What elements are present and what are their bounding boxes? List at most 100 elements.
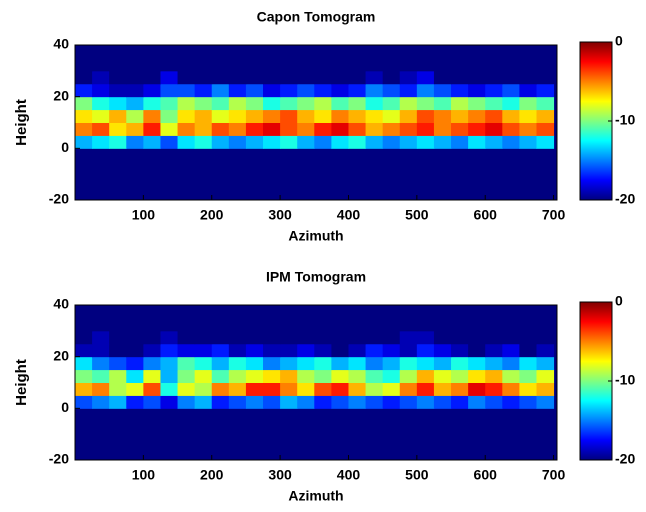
heat-cell <box>468 161 486 175</box>
heat-cell <box>280 109 298 123</box>
heat-cell <box>416 305 435 319</box>
heat-cell <box>194 45 213 59</box>
heat-cell <box>75 96 93 111</box>
heat-cell <box>228 421 247 435</box>
heat-cell <box>177 83 196 98</box>
heat-cell <box>126 343 144 358</box>
heat-cell <box>451 109 469 123</box>
heat-cell <box>331 187 349 201</box>
heat-cell <box>75 109 93 123</box>
heat-cell <box>416 122 435 136</box>
heat-cell <box>485 305 503 319</box>
heat-cell <box>416 434 435 448</box>
heat-cell <box>314 45 332 59</box>
heat-cell <box>365 148 384 162</box>
heat-cell <box>297 382 315 396</box>
heat-cell <box>211 45 230 59</box>
heat-cell <box>92 434 110 448</box>
heat-cell <box>297 356 315 371</box>
x-tick-label: 200 <box>200 467 224 483</box>
heat-cell <box>485 70 503 85</box>
heat-cell <box>399 356 418 371</box>
heat-cell <box>519 96 537 111</box>
heat-cell <box>433 356 452 371</box>
y-axis-label: Height <box>13 359 30 406</box>
heat-cell <box>382 70 401 85</box>
heat-cell <box>211 187 230 201</box>
heat-cell <box>92 96 110 111</box>
heat-cell <box>519 343 537 358</box>
heat-cell <box>211 395 230 409</box>
heat-cell <box>348 305 367 319</box>
heat-cell <box>382 161 401 175</box>
heat-cell <box>365 356 384 371</box>
heat-cell <box>177 174 196 188</box>
heat-cell <box>228 395 247 409</box>
heat-cell <box>92 187 110 201</box>
heat-cell <box>143 148 161 162</box>
heat-cell <box>502 135 520 149</box>
plot-frame <box>74 304 558 461</box>
heat-cell <box>519 356 537 371</box>
heat-cell <box>519 330 537 345</box>
heat-cell <box>416 421 435 435</box>
heat-cell <box>160 330 179 345</box>
heat-cell <box>348 45 367 59</box>
heat-cell <box>263 447 281 461</box>
heat-cell <box>245 369 264 383</box>
heat-cell <box>331 447 349 461</box>
heat-cell <box>468 369 486 383</box>
heat-cell <box>433 395 452 409</box>
heat-cell <box>485 57 503 72</box>
heat-cell <box>468 395 486 409</box>
heat-cell <box>519 187 537 201</box>
heat-cell <box>536 395 555 409</box>
heat-cell <box>331 421 349 435</box>
heat-cell <box>280 57 298 72</box>
heat-cell <box>485 109 503 123</box>
heat-cell <box>451 96 469 111</box>
heat-cell <box>502 83 520 98</box>
heat-cell <box>468 109 486 123</box>
heat-cell <box>502 174 520 188</box>
heat-cell <box>468 434 486 448</box>
heat-cell <box>228 369 247 383</box>
heat-cell <box>365 109 384 123</box>
heat-cell <box>228 96 247 111</box>
heat-cell <box>519 148 537 162</box>
heat-cell <box>280 161 298 175</box>
x-tick-label: 700 <box>542 207 566 223</box>
heat-cell <box>160 45 179 59</box>
heat-cell <box>365 421 384 435</box>
y-tick-label: 0 <box>61 139 69 155</box>
heat-cell <box>109 447 127 461</box>
heat-cell <box>109 330 127 345</box>
heat-cell <box>399 45 418 59</box>
heat-cell <box>109 421 127 435</box>
heat-cell <box>416 317 435 332</box>
heat-cell <box>280 369 298 383</box>
heat-cell <box>263 356 281 371</box>
heat-cell <box>519 382 537 396</box>
heat-cell <box>143 395 161 409</box>
heat-cell <box>331 70 349 85</box>
y-tick-label: 20 <box>53 87 69 103</box>
y-tick-label: 0 <box>61 399 69 415</box>
heat-cell <box>314 187 332 201</box>
x-tick-label: 500 <box>405 207 429 223</box>
heat-cell <box>536 421 555 435</box>
heat-cell <box>263 305 281 319</box>
heat-cell <box>143 174 161 188</box>
heat-cell <box>502 382 520 396</box>
heat-cell <box>451 305 469 319</box>
heat-cell <box>280 45 298 59</box>
colorbar-tick-label: -20 <box>615 191 635 207</box>
heat-cell <box>126 317 144 332</box>
heat-cell <box>485 161 503 175</box>
heat-cell <box>75 83 93 98</box>
heat-cell <box>126 57 144 72</box>
heat-cell <box>228 45 247 59</box>
heat-cell <box>348 83 367 98</box>
heat-cell <box>348 330 367 345</box>
heat-cell <box>263 161 281 175</box>
